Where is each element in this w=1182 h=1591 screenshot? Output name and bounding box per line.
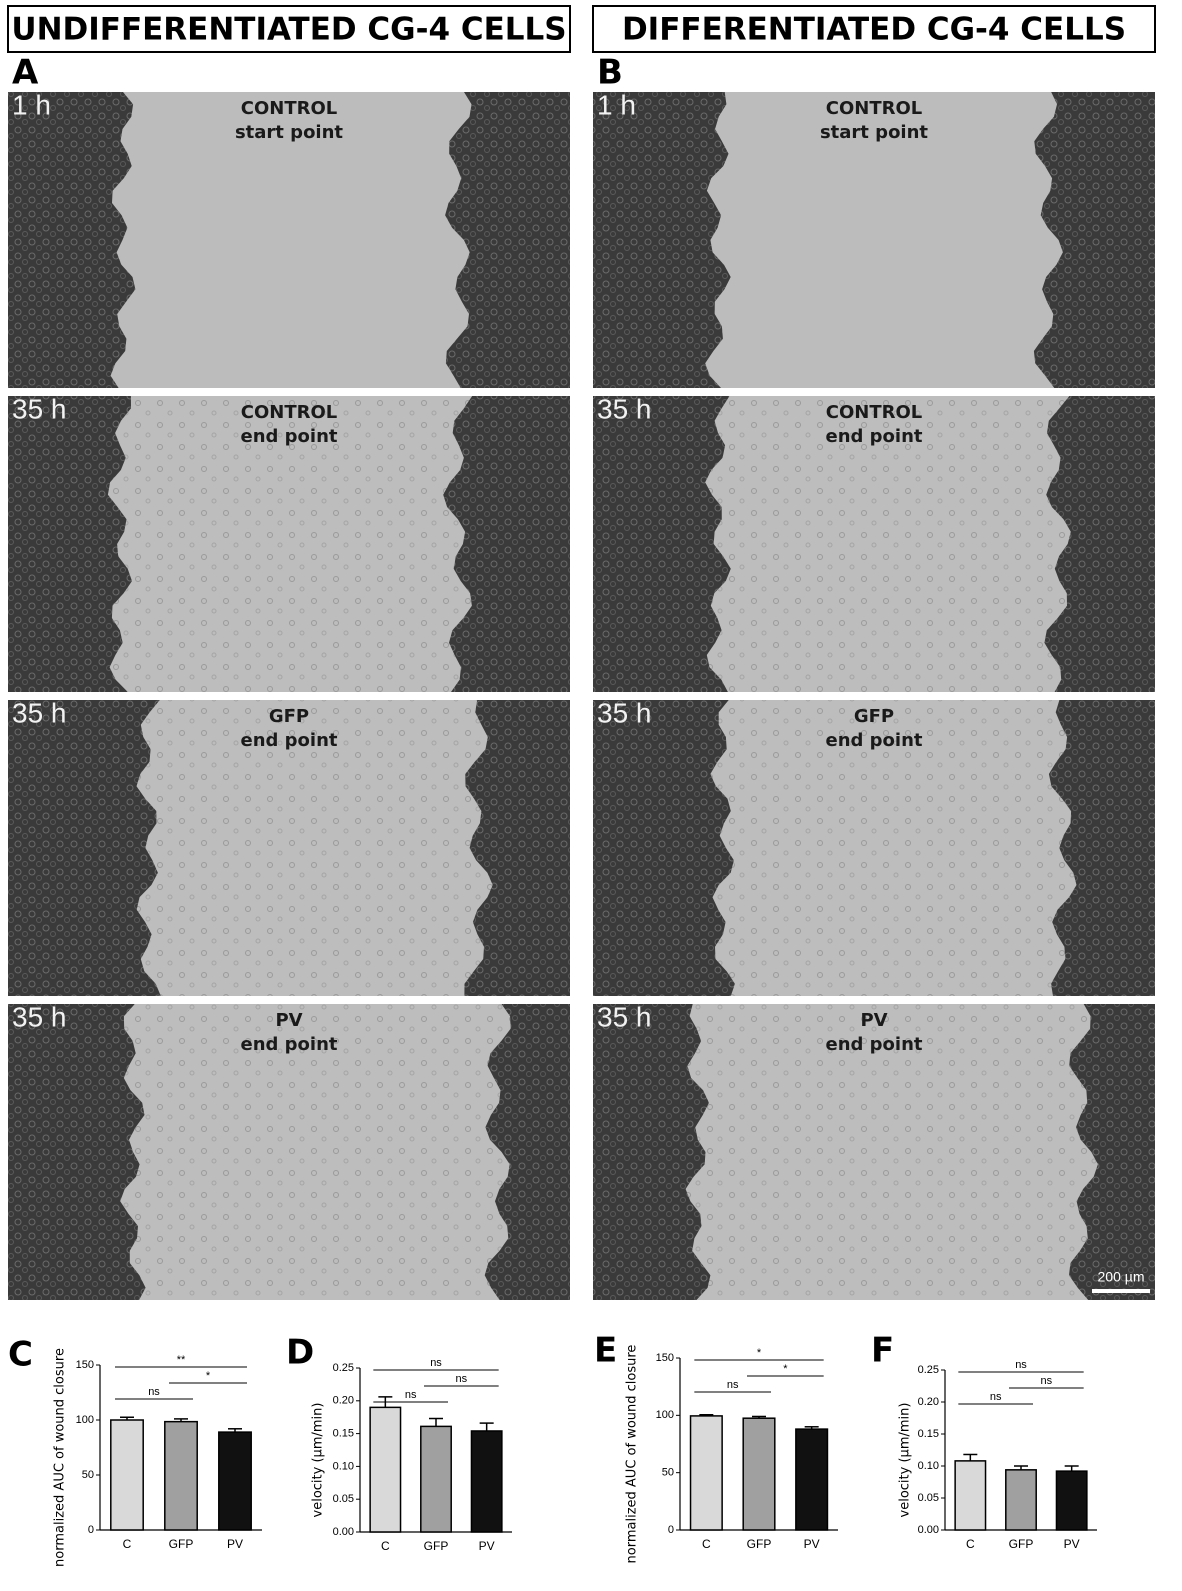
y-tick-label: 0 (668, 1524, 674, 1536)
condition-label: GFP (854, 706, 894, 727)
bar (219, 1432, 251, 1530)
y-tick-label: 0.00 (333, 1526, 354, 1538)
significance-label: * (206, 1370, 211, 1382)
y-tick-label: 50 (662, 1467, 674, 1479)
condition-label: CONTROL (241, 402, 338, 423)
significance-label: ns (990, 1391, 1002, 1403)
significance-label: * (757, 1347, 762, 1359)
x-tick-label: C (123, 1537, 132, 1551)
condition-label: CONTROL (826, 98, 923, 119)
significance-label: ns (405, 1389, 417, 1401)
bar (1006, 1470, 1036, 1530)
bar (1056, 1471, 1086, 1530)
significance-label: ns (148, 1386, 160, 1398)
y-axis-label: normalized AUC of wound closure (625, 1345, 640, 1564)
significance-label: ns (430, 1357, 442, 1369)
bar (165, 1422, 197, 1530)
x-tick-label: C (966, 1537, 975, 1551)
x-tick-label: GFP (424, 1539, 449, 1553)
y-tick-label: 0.10 (333, 1460, 354, 1472)
y-tick-label: 0.20 (333, 1395, 354, 1407)
bar (691, 1416, 723, 1530)
condition-label: CONTROL (826, 402, 923, 423)
time-label: 35 h (597, 393, 652, 424)
time-label: 35 h (12, 393, 67, 424)
bar (471, 1431, 501, 1532)
condition-label: PV (860, 1010, 887, 1031)
scale-bar-label: 200 µm (1098, 1269, 1145, 1285)
panel-header: UNDIFFERENTIATED CG-4 CELLS (11, 12, 566, 48)
bar (370, 1407, 400, 1532)
bar (421, 1426, 451, 1532)
y-tick-label: 100 (76, 1414, 94, 1426)
x-tick-label: PV (479, 1539, 495, 1553)
figure: UNDIFFERENTIATED CG-4 CELLSA1 hCONTROLst… (0, 0, 1182, 1591)
y-tick-label: 50 (82, 1469, 94, 1481)
bar (955, 1461, 985, 1530)
significance-label: * (783, 1363, 788, 1375)
stage-label: end point (825, 426, 922, 447)
stage-label: end point (240, 426, 337, 447)
significance-label: ns (727, 1379, 739, 1391)
y-tick-label: 0.10 (918, 1460, 939, 1472)
significance-label: ns (1015, 1359, 1027, 1371)
y-axis-label: normalized AUC of wound closure (53, 1348, 68, 1567)
x-tick-label: PV (1064, 1537, 1080, 1551)
significance-label: ** (177, 1354, 186, 1366)
y-tick-label: 0.05 (333, 1493, 354, 1505)
panel-letter: A (12, 53, 39, 93)
stage-label: end point (240, 1034, 337, 1055)
x-tick-label: C (702, 1537, 711, 1551)
y-tick-label: 0.25 (333, 1362, 354, 1374)
y-tick-label: 0.20 (918, 1396, 939, 1408)
x-tick-label: GFP (1009, 1537, 1034, 1551)
x-tick-label: PV (227, 1537, 243, 1551)
y-tick-label: 100 (656, 1409, 674, 1421)
stage-label: end point (825, 730, 922, 751)
y-tick-label: 150 (76, 1359, 94, 1371)
stage-label: end point (825, 1034, 922, 1055)
significance-label: ns (1041, 1375, 1053, 1387)
panel-header: DIFFERENTIATED CG-4 CELLS (622, 12, 1126, 48)
y-tick-label: 0.15 (918, 1428, 939, 1440)
y-tick-label: 0.00 (918, 1524, 939, 1536)
chart-letter: E (594, 1331, 617, 1371)
y-tick-label: 0.05 (918, 1492, 939, 1504)
significance-label: ns (456, 1373, 468, 1385)
bar (743, 1418, 775, 1530)
stage-label: start point (820, 122, 928, 143)
y-tick-label: 0.25 (918, 1364, 939, 1376)
time-label: 35 h (12, 697, 67, 728)
time-label: 35 h (597, 697, 652, 728)
chart-letter: D (286, 1333, 314, 1373)
y-axis-label: velocity (µm/min) (898, 1403, 913, 1518)
stage-label: start point (235, 122, 343, 143)
y-axis-label: velocity (µm/min) (311, 1403, 326, 1518)
bar (111, 1420, 143, 1530)
condition-label: PV (275, 1010, 302, 1031)
stage-label: end point (240, 730, 337, 751)
condition-label: CONTROL (241, 98, 338, 119)
x-tick-label: PV (804, 1537, 820, 1551)
time-label: 1 h (597, 89, 636, 120)
x-tick-label: C (381, 1539, 390, 1553)
time-label: 35 h (597, 1001, 652, 1032)
time-label: 1 h (12, 89, 51, 120)
condition-label: GFP (269, 706, 309, 727)
bar (796, 1429, 828, 1530)
chart-letter: C (8, 1335, 33, 1375)
x-tick-label: GFP (747, 1537, 772, 1551)
y-tick-label: 150 (656, 1352, 674, 1364)
time-label: 35 h (12, 1001, 67, 1032)
chart-letter: F (871, 1331, 894, 1371)
x-tick-label: GFP (169, 1537, 194, 1551)
y-tick-label: 0 (88, 1524, 94, 1536)
y-tick-label: 0.15 (333, 1428, 354, 1440)
panel-letter: B (597, 53, 623, 93)
